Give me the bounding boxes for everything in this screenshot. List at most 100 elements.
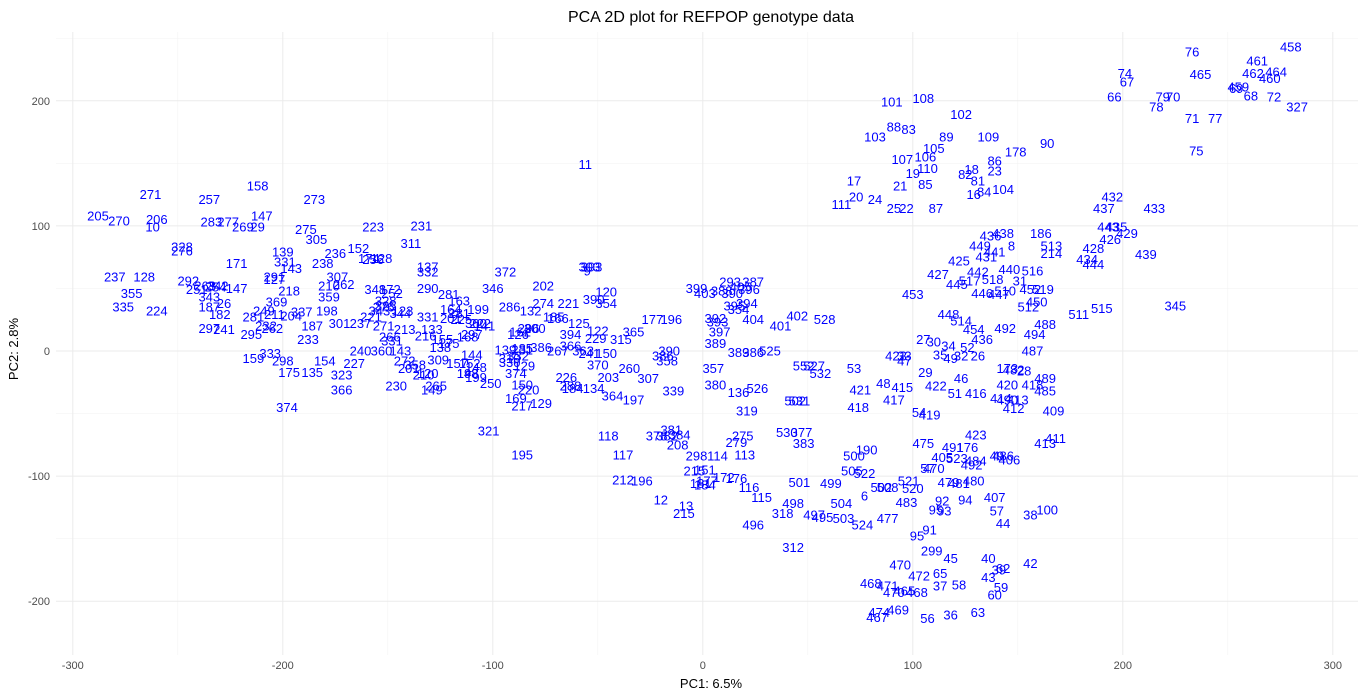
point-label: 216 [415, 328, 437, 343]
point-label: 25 [887, 201, 901, 216]
point-label: 46 [954, 371, 968, 386]
point-label: 187 [301, 318, 323, 333]
point-label: 303 [579, 260, 601, 275]
point-label: 406 [999, 452, 1021, 467]
point-label: 198 [457, 366, 479, 381]
point-label: 185 [511, 341, 533, 356]
point-label: 392 [705, 311, 727, 326]
point-label: 43 [981, 570, 995, 585]
point-label: 524 [852, 517, 874, 532]
point-label: 422 [925, 379, 947, 394]
point-label: 480 [963, 474, 985, 489]
point-label: 413 [1007, 392, 1029, 407]
x-tick-label: 200 [1114, 660, 1132, 672]
point-label: 137 [417, 260, 439, 275]
point-label: 267 [547, 344, 569, 359]
point-label: 344 [390, 306, 412, 321]
point-label: 30 [927, 335, 941, 350]
point-label: 447 [988, 287, 1010, 302]
point-label: 6 [861, 489, 868, 504]
point-label: 71 [1185, 111, 1199, 126]
point-label: 202 [532, 278, 554, 293]
point-label: 475 [912, 436, 934, 451]
point-label: 307 [327, 270, 349, 285]
point-label: 411 [1045, 431, 1066, 446]
point-label: 434 [1076, 252, 1098, 267]
point-label: 63 [971, 605, 985, 620]
point-label: 44 [996, 516, 1010, 531]
point-label: 151 [694, 462, 716, 477]
point-label: 472 [908, 569, 930, 584]
point-label: 299 [921, 544, 943, 559]
point-label: 342 [207, 278, 229, 293]
point-label: 133 [421, 322, 443, 337]
point-label: 444 [1083, 257, 1105, 272]
point-label: 416 [965, 386, 987, 401]
point-label: 148 [465, 360, 487, 375]
point-label: 182 [209, 307, 231, 322]
point-label: 417 [883, 392, 905, 407]
point-label: 199 [467, 302, 489, 317]
point-label: 52 [960, 340, 974, 355]
point-label: 181 [690, 476, 712, 491]
point-label: 27 [916, 332, 930, 347]
point-label: 57 [990, 504, 1004, 519]
point-label: 331 [274, 255, 296, 270]
point-label: 404 [742, 312, 764, 327]
point-label: 36 [943, 607, 957, 622]
point-label: 198 [316, 303, 338, 318]
point-label: 150 [595, 346, 617, 361]
point-label: 203 [597, 370, 619, 385]
point-label: 297 [198, 321, 220, 336]
x-tick-label: 0 [700, 660, 706, 672]
point-label: 477 [877, 511, 899, 526]
point-label: 527 [803, 359, 825, 374]
point-label: 227 [343, 356, 365, 371]
point-label: 84 [977, 185, 991, 200]
point-label: 390 [583, 292, 605, 307]
point-label: 109 [978, 130, 1000, 145]
point-label: 210 [413, 367, 435, 382]
point-label: 184 [694, 477, 716, 492]
point-label: 325 [375, 298, 397, 313]
point-label: 276 [171, 243, 193, 258]
point-label: 114 [707, 449, 728, 464]
point-label: 45 [943, 551, 957, 566]
point-label: 453 [902, 287, 924, 302]
point-label: 39 [992, 562, 1006, 577]
point-label: 257 [198, 192, 220, 207]
point-label: 462 [1242, 66, 1264, 81]
point-label: 311 [401, 236, 422, 251]
point-label: 254 [205, 280, 227, 295]
point-label: 18 [964, 162, 978, 177]
point-label: 495 [812, 510, 834, 525]
point-label: 107 [891, 152, 913, 167]
point-label: 290 [417, 281, 439, 296]
point-label: 196 [660, 312, 682, 327]
point-label: 366 [560, 339, 582, 354]
point-label: 115 [751, 490, 772, 505]
point-label: 217 [511, 399, 533, 414]
point-label: 358 [404, 357, 426, 372]
point-label: 57 [920, 461, 934, 476]
point-label: 42 [1023, 556, 1037, 571]
point-label: 374 [276, 400, 298, 415]
point-label: 305 [306, 232, 328, 247]
point-label: 397 [709, 325, 731, 340]
point-label: 354 [728, 302, 750, 317]
point-label: 150 [511, 377, 533, 392]
point-label: 520 [902, 481, 924, 496]
grid-lines [56, 32, 1358, 655]
point-label: 419 [919, 407, 941, 422]
point-label: 366 [331, 382, 353, 397]
point-label: 106 [915, 150, 937, 165]
point-label: 143 [457, 366, 479, 381]
point-label: 405 [730, 280, 752, 295]
point-label: 432 [1101, 190, 1123, 205]
point-label: 172 [379, 282, 401, 297]
point-label: 256 [362, 252, 384, 267]
point-label: 120 [417, 366, 439, 381]
point-label: 103 [864, 130, 886, 145]
point-label: 185 [543, 310, 565, 325]
point-label: 108 [912, 91, 934, 106]
